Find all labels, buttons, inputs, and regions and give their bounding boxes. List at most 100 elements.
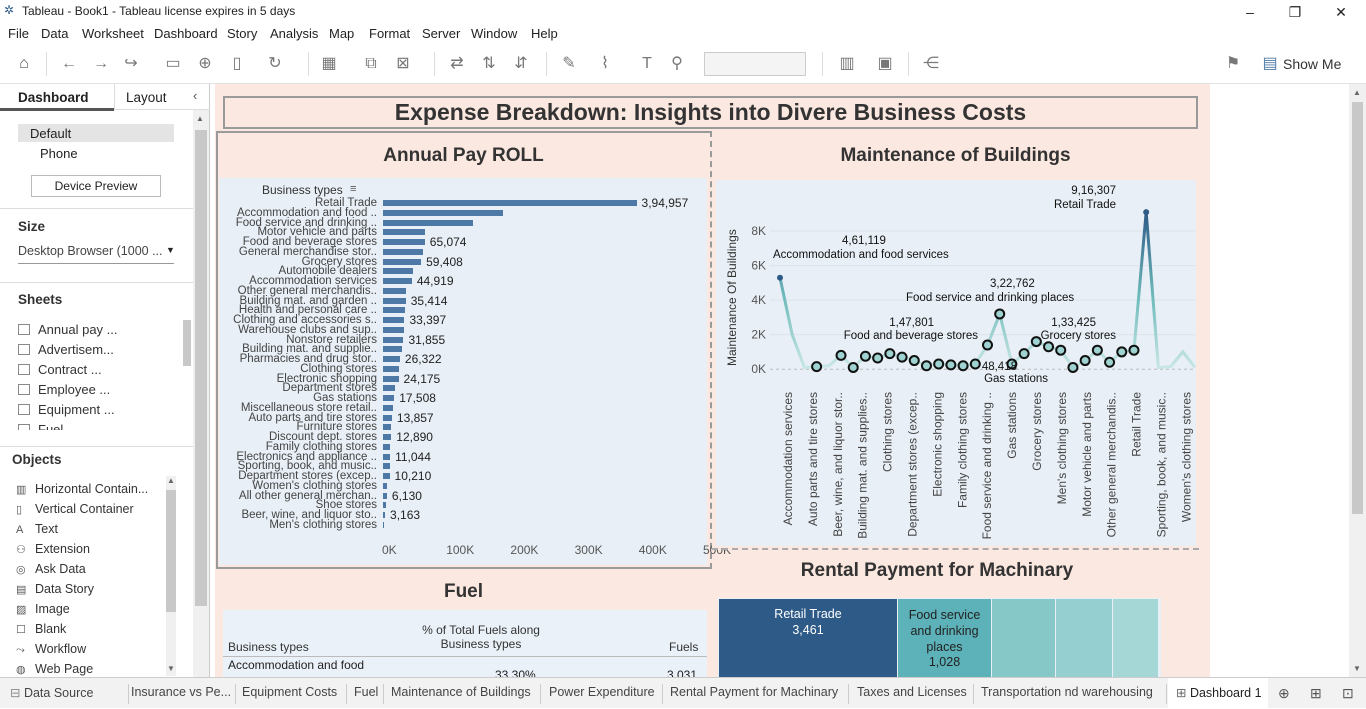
bar[interactable] xyxy=(383,268,413,275)
show-me-icon[interactable]: ▤ xyxy=(1262,55,1278,72)
bar[interactable] xyxy=(383,424,392,431)
highlight-icon[interactable]: ✎ xyxy=(562,55,576,72)
bar[interactable] xyxy=(383,287,407,294)
new-worksheet-icon[interactable]: ▦ xyxy=(321,55,337,72)
tab-dashboard[interactable]: Dashboard xyxy=(18,90,89,105)
bar[interactable] xyxy=(383,512,386,518)
data-point[interactable] xyxy=(920,360,932,372)
bar[interactable] xyxy=(383,521,384,528)
bar[interactable] xyxy=(383,395,395,401)
bar[interactable] xyxy=(383,258,422,265)
bar[interactable] xyxy=(383,346,402,353)
new-story-icon[interactable]: ⊡ xyxy=(1342,685,1354,701)
label-icon[interactable]: T xyxy=(642,55,652,72)
data-point[interactable] xyxy=(969,358,981,370)
menu-window[interactable]: Window xyxy=(471,26,518,41)
undo-icon[interactable]: ← xyxy=(61,55,77,72)
close-button[interactable]: ✕ xyxy=(1335,4,1347,20)
menu-help[interactable]: Help xyxy=(531,26,558,41)
rental-cell[interactable] xyxy=(1113,599,1158,677)
object-ask-data[interactable]: ◎ Ask Data xyxy=(16,562,86,576)
object-vertical-container[interactable]: ▯ Vertical Container xyxy=(16,502,134,516)
tab-sheet[interactable]: Equipment Costs xyxy=(242,685,338,699)
object-data-story[interactable]: ▤ Data Story xyxy=(16,582,95,596)
objects-scrollbar[interactable] xyxy=(166,490,176,612)
presentation-icon[interactable]: ▣ xyxy=(877,55,893,72)
data-point[interactable] xyxy=(945,359,957,371)
bar[interactable] xyxy=(383,336,404,343)
tab-dashboard-1[interactable] xyxy=(1168,678,1268,709)
object-horizontal-container[interactable]: ▥ Horizontal Contain... xyxy=(16,482,149,496)
rental-cell[interactable] xyxy=(1056,599,1112,677)
fit-dropdown[interactable] xyxy=(704,52,806,76)
share-icon[interactable]: ⋲ xyxy=(923,55,939,72)
size-dropdown[interactable]: Desktop Browser (1000 ... xyxy=(18,244,163,258)
object-blank[interactable]: ☐ Blank xyxy=(16,622,67,636)
chevron-down-icon[interactable]: ▼ xyxy=(166,245,175,255)
data-point[interactable] xyxy=(896,351,908,363)
data-point[interactable] xyxy=(1043,341,1055,353)
replay-icon[interactable]: ↪ xyxy=(124,55,138,72)
data-point[interactable] xyxy=(1091,344,1103,356)
data-point[interactable] xyxy=(1018,348,1030,360)
bar[interactable] xyxy=(383,317,405,323)
rental-cell[interactable] xyxy=(992,599,1055,677)
data-point[interactable] xyxy=(835,349,847,361)
bar[interactable] xyxy=(383,356,400,362)
data-point[interactable] xyxy=(1143,209,1150,216)
menu-format[interactable]: Format xyxy=(369,26,411,41)
tab-sheet[interactable]: Rental Payment for Machinary xyxy=(670,685,839,699)
sheet-item[interactable]: Advertisem... xyxy=(18,342,114,357)
data-point[interactable] xyxy=(847,361,859,373)
device-preview-button[interactable]: Device Preview xyxy=(31,175,161,197)
sort-asc-icon[interactable]: ⇅ xyxy=(482,55,496,72)
pin-icon[interactable]: ⚲ xyxy=(671,55,683,72)
format-painter-icon[interactable]: ⚑ xyxy=(1225,55,1241,72)
menu-worksheet[interactable]: Worksheet xyxy=(82,26,144,41)
tab-sheet[interactable]: Maintenance of Buildings xyxy=(391,685,531,699)
rental-cell-retail[interactable] xyxy=(719,599,897,677)
new-dashboard-icon[interactable]: ⊞ xyxy=(1310,685,1322,701)
bar[interactable] xyxy=(383,492,387,499)
bar[interactable] xyxy=(383,278,412,284)
menu-story[interactable]: Story xyxy=(227,26,258,41)
bar[interactable] xyxy=(383,365,400,372)
home-icon[interactable]: ⌂ xyxy=(19,55,29,72)
data-point[interactable] xyxy=(957,360,969,372)
sheet-item[interactable]: Equipment ... xyxy=(18,402,115,417)
scroll-up-icon[interactable]: ▲ xyxy=(167,476,175,485)
bar[interactable] xyxy=(383,443,391,450)
sort-desc-icon[interactable]: ⇵ xyxy=(514,55,528,72)
device-default[interactable] xyxy=(18,124,174,142)
scroll-down-icon[interactable]: ▼ xyxy=(1353,664,1361,673)
sheet-item[interactable]: Fuel xyxy=(18,422,63,430)
menu-data[interactable]: Data xyxy=(41,26,69,41)
sort-icon[interactable]: ≡ xyxy=(350,183,357,195)
bar[interactable] xyxy=(383,404,393,411)
bar[interactable] xyxy=(383,385,396,392)
refresh-icon[interactable]: ↻ xyxy=(268,55,282,72)
tab-sheet[interactable]: Power Expenditure xyxy=(549,685,655,699)
object-workflow[interactable]: ⤳ Workflow xyxy=(16,642,87,656)
sheet-item[interactable]: Contract ... xyxy=(18,362,102,377)
payroll-panel[interactable] xyxy=(216,131,712,569)
pause-updates-icon[interactable]: ▯ xyxy=(232,55,242,72)
bar[interactable] xyxy=(383,434,392,440)
new-datasource-icon[interactable]: ⊕ xyxy=(198,55,212,72)
clear-sheet-icon[interactable]: ⊠ xyxy=(396,55,410,72)
sheet-item[interactable]: Employee ... xyxy=(18,382,110,397)
menu-analysis[interactable]: Analysis xyxy=(270,26,319,41)
sheet-item[interactable]: Annual pay ... xyxy=(18,322,118,337)
bar[interactable] xyxy=(383,209,504,216)
new-worksheet-icon[interactable]: ⊕ xyxy=(1278,685,1290,701)
group-icon[interactable]: ⌇ xyxy=(601,55,609,72)
bar[interactable] xyxy=(383,473,390,479)
data-point[interactable] xyxy=(933,358,945,370)
menu-server[interactable]: Server xyxy=(422,26,461,41)
object-image[interactable]: ▨ Image xyxy=(16,602,70,616)
data-point[interactable] xyxy=(884,348,896,360)
rental-cell-food-service[interactable] xyxy=(898,599,991,677)
menu-map[interactable]: Map xyxy=(329,26,355,41)
swap-icon[interactable]: ⇄ xyxy=(450,55,464,72)
save-icon[interactable]: ▭ xyxy=(165,55,181,72)
